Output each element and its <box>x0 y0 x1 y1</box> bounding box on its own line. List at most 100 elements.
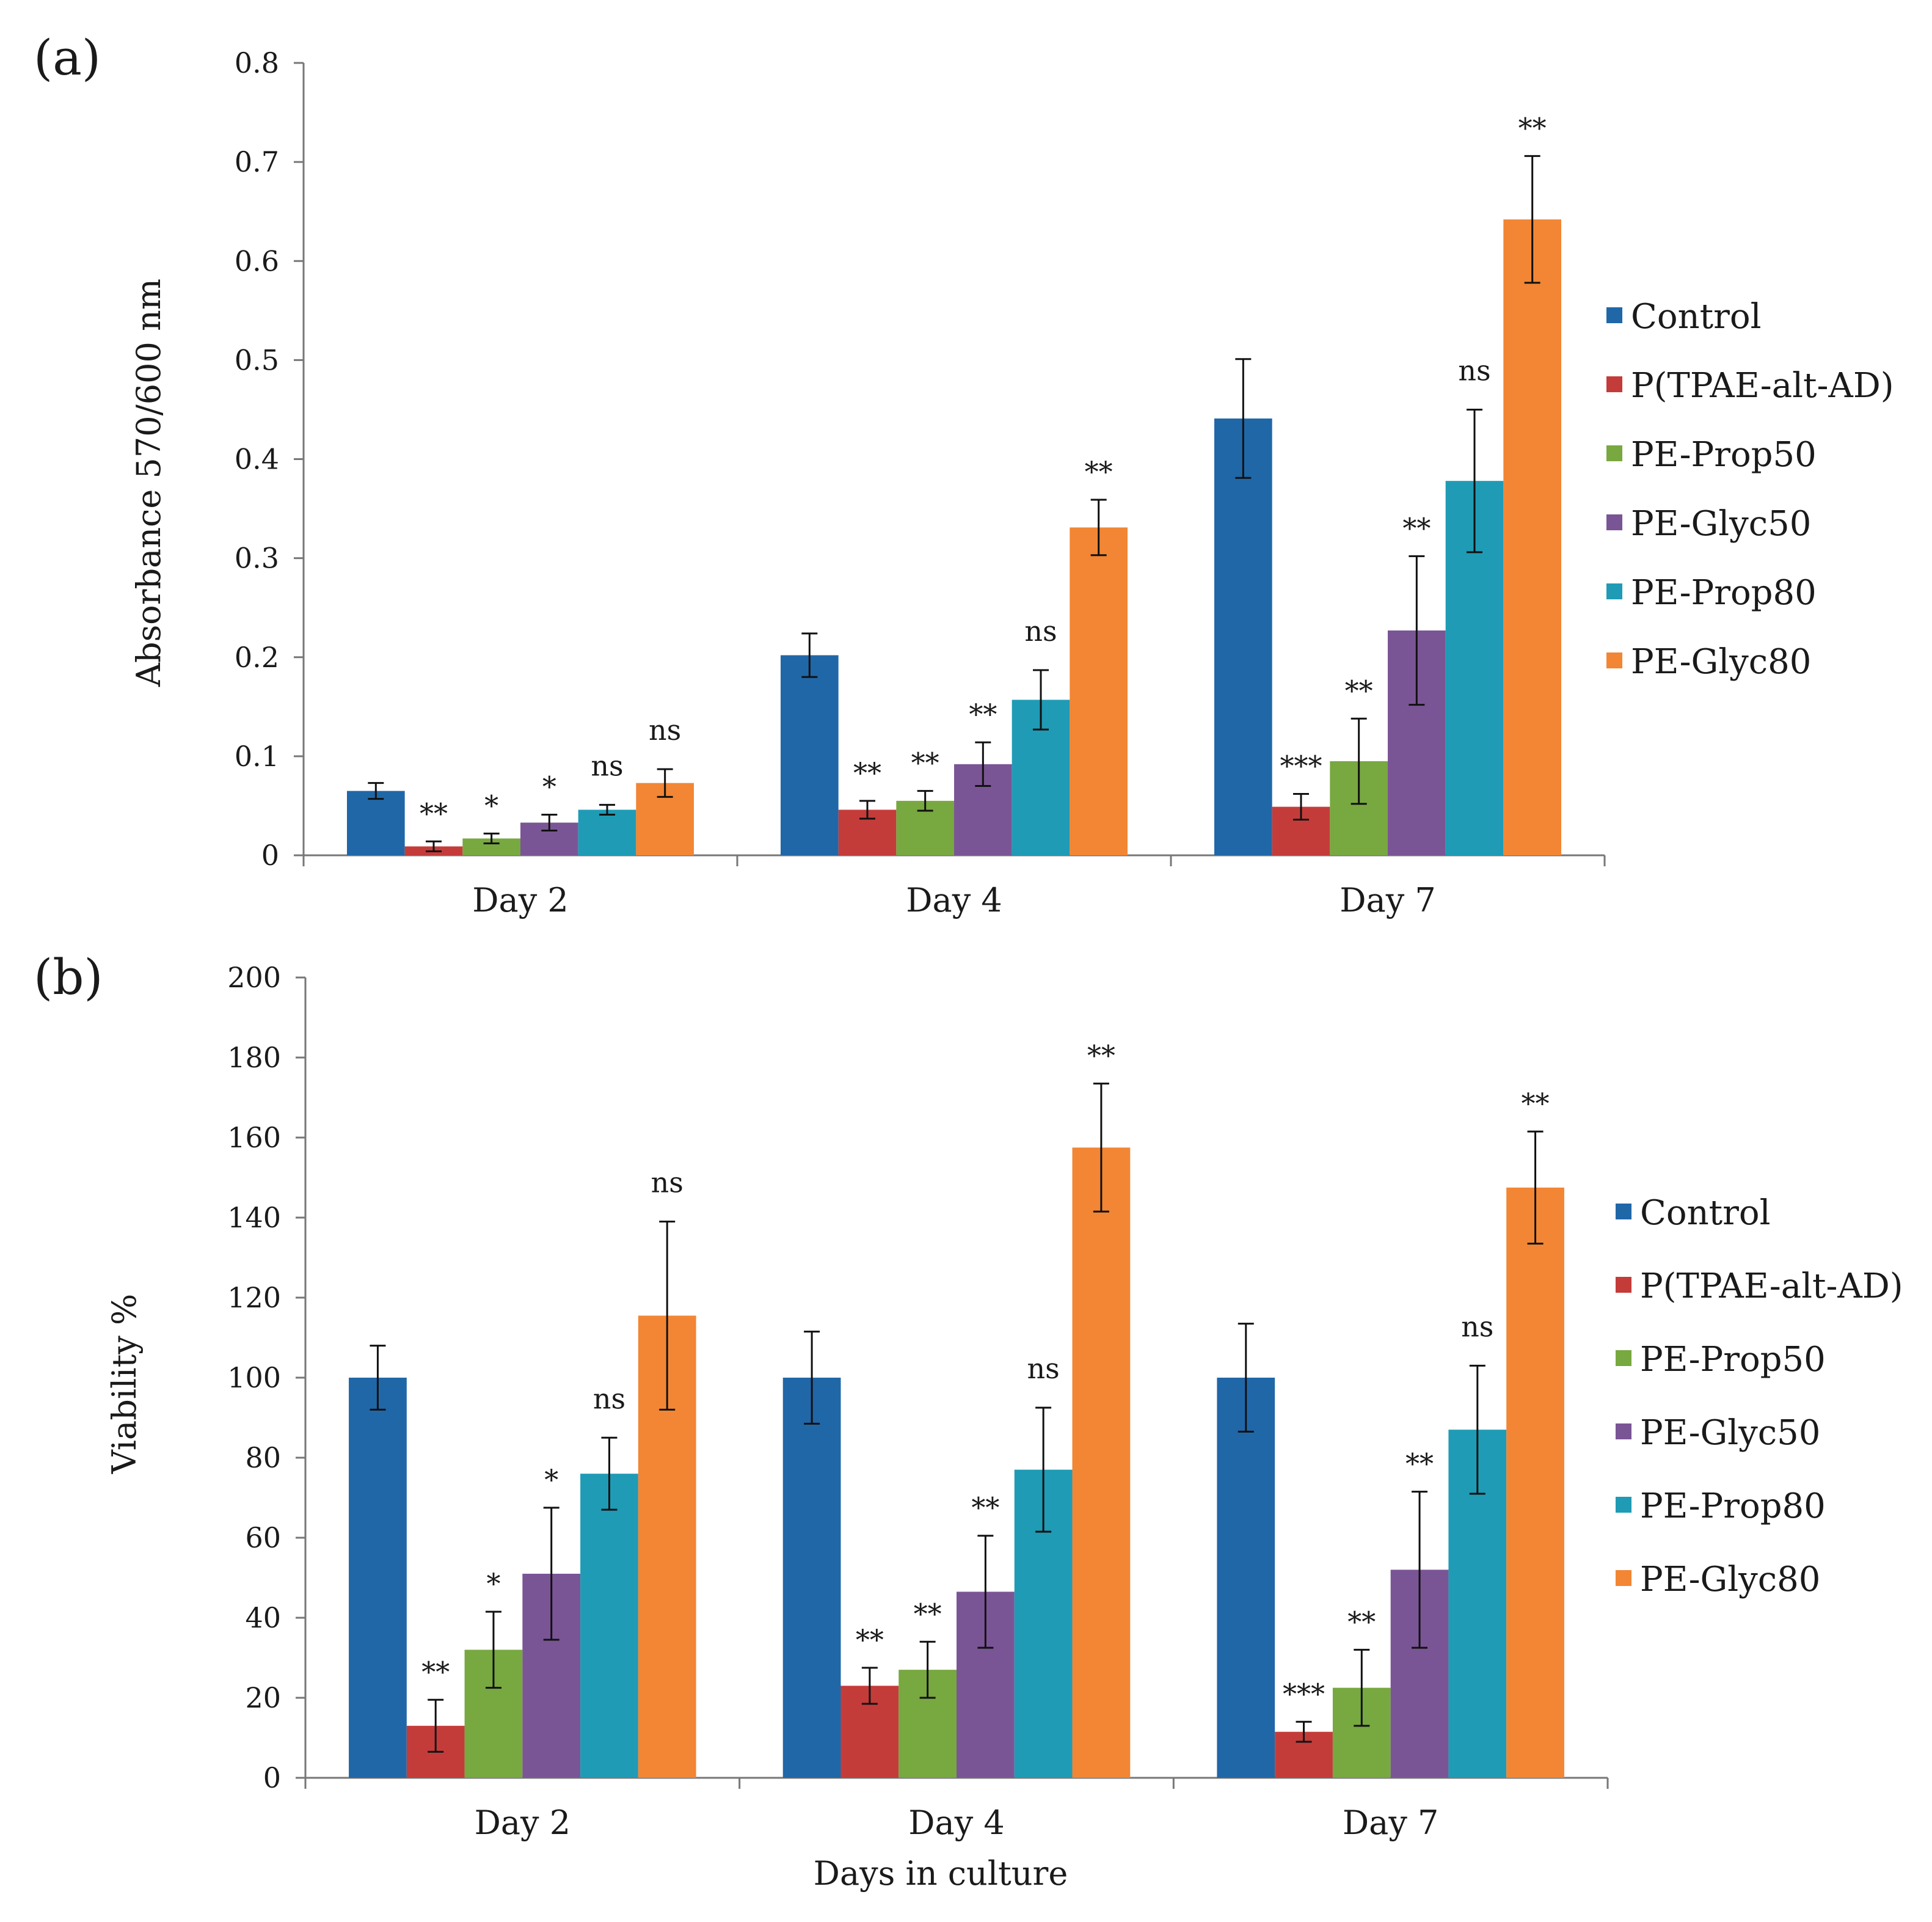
significance-label: ns <box>651 1166 683 1199</box>
legend-label-control: Control <box>1640 1193 1771 1233</box>
significance-label: ** <box>1347 1605 1376 1638</box>
y-tick-label: 0.2 <box>235 641 279 674</box>
y-tick-label: 0.5 <box>235 343 279 376</box>
y-tick-label: 200 <box>227 961 281 994</box>
significance-label: ** <box>853 756 881 789</box>
y-tick-label: 0.6 <box>235 244 279 277</box>
bar-pe-glyc80-day-4 <box>1072 1147 1131 1778</box>
legend-swatch-p-tpae-alt-ad <box>1606 376 1622 392</box>
significance-label: ns <box>1458 354 1490 387</box>
chart-panel-a: (a) 0 0.1 0.2 0.3 0.4 0.5 0.6 0.7 0.8 Absorbance 5… <box>34 29 1894 919</box>
y-axis-label: Absorbance 570/600 nm <box>129 279 168 687</box>
y-tick-label: 0 <box>263 1761 281 1794</box>
bar-pe-glyc80-day-7 <box>1506 1187 1564 1778</box>
significance-label: ns <box>591 749 623 782</box>
y-tick-label: 0.8 <box>235 46 279 79</box>
significance-label: ** <box>1345 674 1373 707</box>
bar-pe-glyc80-day-4 <box>1070 527 1128 855</box>
legend-label-pe-prop50: PE-Prop50 <box>1640 1340 1826 1379</box>
y-tick-label: 0.4 <box>235 443 279 476</box>
significance-label: * <box>544 1463 558 1496</box>
x-tick-label-day-2: Day 2 <box>475 1803 571 1842</box>
legend-swatch-pe-glyc80 <box>1616 1570 1631 1586</box>
bar-control-day-2 <box>349 1378 407 1778</box>
significance-label: ** <box>1518 111 1547 144</box>
significance-label: ** <box>1087 1039 1115 1072</box>
x-tick-label-day-4: Day 4 <box>908 1803 1005 1842</box>
significance-label: ** <box>911 747 939 780</box>
legend-label-pe-glyc50: PE-Glyc50 <box>1631 504 1811 544</box>
legend-label-p-tpae-alt-ad: P(TPAE-alt-AD) <box>1631 366 1894 406</box>
significance-label: *** <box>1283 1677 1325 1710</box>
legend-swatch-pe-prop80 <box>1606 583 1622 599</box>
y-tick-label: 0.3 <box>235 542 279 575</box>
legend-swatch-pe-prop80 <box>1616 1497 1631 1513</box>
bar-control-day-7 <box>1217 1378 1275 1778</box>
x-axis-label: Days in culture <box>814 1854 1068 1893</box>
legend-swatch-control <box>1616 1204 1631 1219</box>
y-tick-label: 0.1 <box>235 740 279 773</box>
bar-control-day-7 <box>1214 418 1272 855</box>
significance-label: ** <box>856 1623 884 1656</box>
legend-label-control: Control <box>1631 297 1762 337</box>
significance-label: ** <box>969 698 997 731</box>
significance-label: ns <box>1461 1310 1493 1343</box>
bar-control-day-2 <box>347 791 405 855</box>
chart-panel-b: (b) 0 20 40 60 80 100 120 140 160 180 200 Viability … <box>34 949 1903 1893</box>
significance-label: ** <box>971 1491 999 1524</box>
bar-control-day-4 <box>781 655 839 855</box>
legend-label-pe-prop80: PE-Prop80 <box>1631 573 1817 613</box>
legend-label-p-tpae-alt-ad: P(TPAE-alt-AD) <box>1640 1266 1903 1306</box>
legend-swatch-pe-prop50 <box>1616 1350 1631 1366</box>
legend-label-pe-glyc50: PE-Glyc50 <box>1640 1413 1820 1453</box>
significance-label: * <box>486 1567 500 1600</box>
significance-label: ** <box>1085 455 1113 488</box>
significance-label: ns <box>1027 1352 1060 1385</box>
bar-control-day-4 <box>782 1378 841 1778</box>
y-tick-label: 0 <box>261 839 279 872</box>
bar-pe-glyc80-day-7 <box>1503 219 1561 856</box>
y-axis-label: Viability % <box>105 1294 144 1475</box>
significance-label: * <box>542 770 556 803</box>
significance-label: ns <box>649 714 681 747</box>
y-tick-label: 140 <box>227 1201 281 1234</box>
y-tick-label: 80 <box>245 1441 281 1474</box>
significance-label: ** <box>421 1655 450 1688</box>
bar-pe-prop80-day-2 <box>580 1474 638 1778</box>
y-tick-label: 120 <box>227 1281 281 1314</box>
y-tick-label: 60 <box>245 1521 281 1554</box>
panel-label: (a) <box>34 29 101 86</box>
y-tick-label: 20 <box>245 1681 281 1714</box>
significance-label: ** <box>1405 1447 1434 1480</box>
significance-label: * <box>484 789 498 822</box>
legend-label-pe-glyc80: PE-Glyc80 <box>1640 1560 1820 1599</box>
legend-label-pe-glyc80: PE-Glyc80 <box>1631 642 1811 682</box>
legend-swatch-pe-prop50 <box>1606 445 1622 461</box>
significance-label: *** <box>1280 749 1322 782</box>
legend-swatch-pe-glyc50 <box>1606 514 1622 530</box>
y-tick-label: 40 <box>245 1601 281 1634</box>
legend-label-pe-prop50: PE-Prop50 <box>1631 435 1817 475</box>
y-tick-label: 180 <box>227 1041 281 1074</box>
significance-label: ** <box>1522 1087 1550 1120</box>
legend-swatch-pe-glyc80 <box>1606 652 1622 668</box>
significance-label: ns <box>1024 615 1057 648</box>
y-tick-label: 160 <box>227 1121 281 1154</box>
significance-label: ns <box>593 1382 625 1415</box>
x-tick-label-day-7: Day 7 <box>1343 1803 1439 1842</box>
legend-swatch-pe-glyc50 <box>1616 1423 1631 1439</box>
y-tick-label: 100 <box>227 1361 281 1394</box>
significance-label: ** <box>914 1597 942 1630</box>
x-tick-label-day-4: Day 4 <box>906 881 1002 919</box>
legend-label-pe-prop80: PE-Prop80 <box>1640 1486 1826 1526</box>
x-tick-label-day-7: Day 7 <box>1340 881 1436 919</box>
x-tick-label-day-2: Day 2 <box>472 881 569 919</box>
legend-swatch-p-tpae-alt-ad <box>1616 1277 1631 1293</box>
legend-swatch-control <box>1606 307 1622 323</box>
significance-label: ** <box>1402 511 1431 544</box>
y-tick-label: 0.7 <box>235 145 279 178</box>
panel-label: (b) <box>34 949 103 1006</box>
bar-pe-prop80-day-2 <box>578 809 636 855</box>
significance-label: ** <box>420 797 448 830</box>
